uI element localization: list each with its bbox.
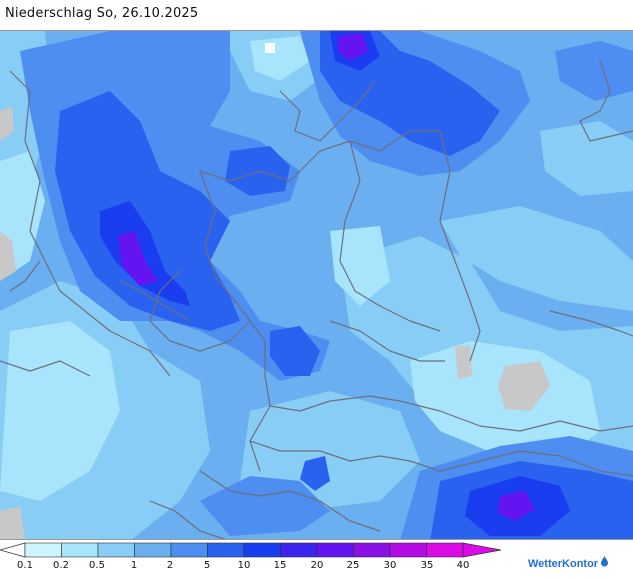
legend-cell xyxy=(24,542,62,558)
legend-label: 1 xyxy=(130,560,138,571)
brand-logo: WetterKontor xyxy=(528,556,609,570)
legend-cell xyxy=(389,542,427,558)
legend-cell xyxy=(170,542,208,558)
precip-intense-cores xyxy=(100,31,570,536)
legend-label: 25 xyxy=(346,560,360,571)
legend-label: 40 xyxy=(456,560,470,571)
legend-labels: 0.1 0.2 0.5 1 2 5 10 15 20 25 30 35 40 xyxy=(0,560,505,576)
no-precip-areas xyxy=(0,43,550,539)
legend-cell xyxy=(353,542,391,558)
legend-cell xyxy=(61,542,99,558)
legend-label: 5 xyxy=(203,560,211,571)
legend-cell xyxy=(134,542,172,558)
country-borders xyxy=(0,60,633,539)
raindrop-icon xyxy=(601,556,609,567)
legend-label: 0.1 xyxy=(17,560,33,571)
legend-cell xyxy=(207,542,245,558)
legend-label: 0.5 xyxy=(89,560,105,571)
legend-cell xyxy=(243,542,281,558)
legend-high-arrow xyxy=(462,542,502,558)
legend-cell xyxy=(97,542,135,558)
legend-label: 2 xyxy=(166,560,174,571)
legend-low-arrow xyxy=(0,542,26,558)
legend-label: 20 xyxy=(310,560,324,571)
legend-label: 10 xyxy=(237,560,251,571)
legend-cell xyxy=(280,542,318,558)
legend-label: 15 xyxy=(273,560,287,571)
map-title: Niederschlag So, 26.10.2025 xyxy=(5,6,199,21)
legend-label: 30 xyxy=(383,560,397,571)
legend-label: 35 xyxy=(420,560,434,571)
legend-label: 0.2 xyxy=(53,560,69,571)
legend-cell xyxy=(426,542,464,558)
precipitation-map xyxy=(0,30,633,540)
legend-cell xyxy=(316,542,354,558)
brand-name: WetterKontor xyxy=(528,558,599,570)
color-scale-legend xyxy=(0,542,502,558)
